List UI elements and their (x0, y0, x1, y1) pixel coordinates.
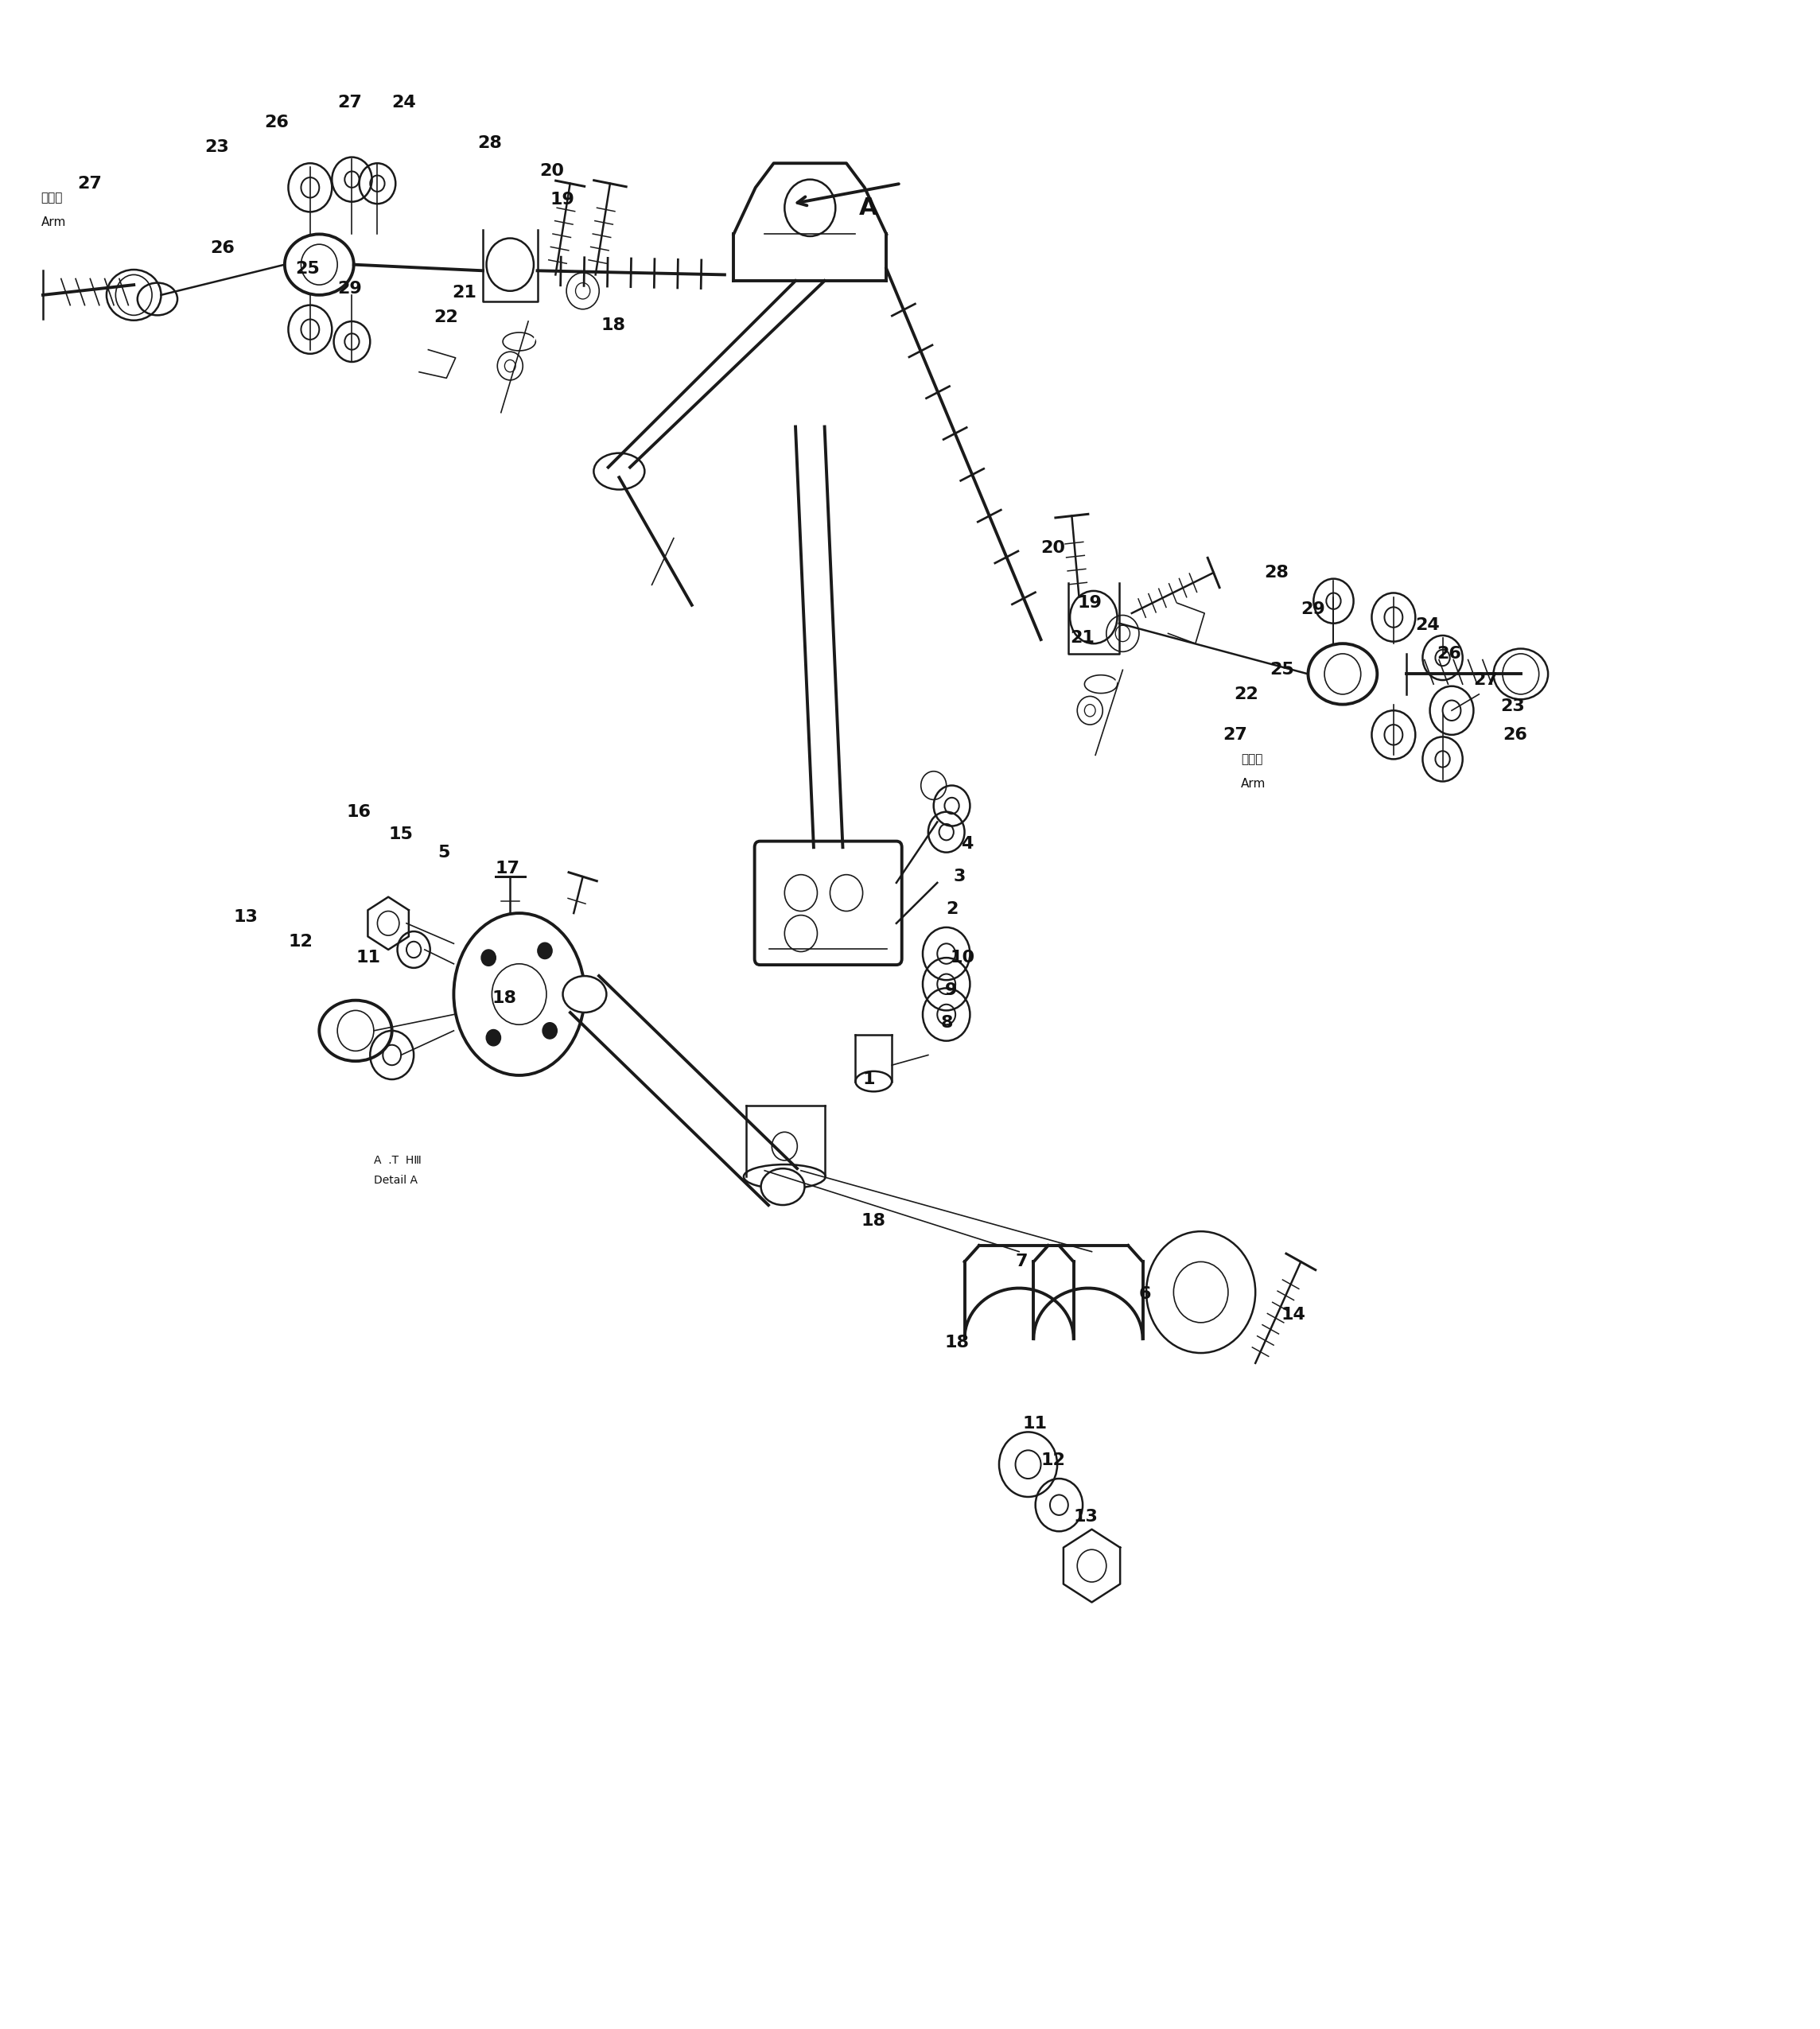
Text: 20: 20 (1041, 540, 1065, 556)
Text: 25: 25 (295, 260, 320, 276)
Text: 18: 18 (861, 1213, 886, 1230)
Text: Arm: Arm (1241, 777, 1265, 789)
Text: 5: 5 (437, 844, 450, 860)
Text: 17: 17 (495, 860, 521, 877)
Text: 8: 8 (941, 1014, 954, 1031)
Text: 6: 6 (1139, 1286, 1152, 1303)
Text: アーム: アーム (1241, 753, 1263, 765)
Text: 16: 16 (346, 803, 371, 820)
Text: 27: 27 (78, 177, 102, 191)
Text: 20: 20 (539, 164, 564, 179)
Ellipse shape (562, 976, 606, 1012)
Text: 26: 26 (1503, 726, 1527, 743)
Text: 13: 13 (1074, 1510, 1097, 1526)
Text: Detail A: Detail A (373, 1175, 417, 1187)
Text: 2: 2 (946, 901, 959, 917)
Text: 27: 27 (337, 95, 362, 110)
Text: A  .T  HⅢ: A .T HⅢ (373, 1155, 420, 1167)
Text: 15: 15 (388, 826, 413, 842)
Text: A: A (859, 197, 877, 219)
Text: 22: 22 (1234, 686, 1258, 702)
Text: 18: 18 (945, 1335, 970, 1351)
Text: 28: 28 (1265, 564, 1289, 580)
Text: 18: 18 (491, 990, 517, 1006)
Text: 22: 22 (433, 308, 459, 325)
Text: Arm: Arm (42, 215, 66, 227)
Text: 19: 19 (1077, 594, 1101, 611)
Text: 24: 24 (391, 95, 417, 110)
Circle shape (542, 1023, 557, 1039)
Text: 12: 12 (1041, 1453, 1065, 1469)
Circle shape (480, 950, 495, 966)
Text: 26: 26 (264, 116, 289, 130)
Text: 11: 11 (1023, 1416, 1046, 1432)
Text: 21: 21 (451, 284, 477, 300)
Text: 29: 29 (1301, 601, 1325, 617)
Text: 27: 27 (1474, 672, 1498, 688)
Text: 1: 1 (863, 1071, 875, 1088)
Text: 4: 4 (961, 836, 974, 852)
Text: 26: 26 (209, 239, 235, 256)
Text: 24: 24 (1416, 617, 1440, 633)
Text: 28: 28 (477, 136, 502, 150)
Text: 14: 14 (1281, 1307, 1305, 1323)
Text: 29: 29 (337, 280, 362, 296)
Circle shape (537, 943, 551, 960)
Text: 3: 3 (954, 868, 966, 885)
Circle shape (486, 1029, 500, 1045)
Text: 19: 19 (550, 193, 575, 207)
Text: 18: 18 (601, 317, 626, 333)
Text: 12: 12 (288, 933, 313, 950)
Text: 10: 10 (950, 950, 976, 966)
Text: アーム: アーム (42, 191, 64, 203)
Text: 23: 23 (204, 140, 229, 154)
Text: 9: 9 (945, 982, 957, 998)
Text: 23: 23 (1501, 698, 1525, 714)
Text: 26: 26 (1438, 645, 1461, 661)
Text: 25: 25 (1270, 661, 1294, 678)
Text: 13: 13 (233, 909, 258, 925)
Text: 11: 11 (355, 950, 380, 966)
Text: 21: 21 (1070, 629, 1094, 645)
Text: 7: 7 (1016, 1254, 1028, 1270)
Ellipse shape (761, 1169, 804, 1205)
Text: 27: 27 (1223, 726, 1247, 743)
